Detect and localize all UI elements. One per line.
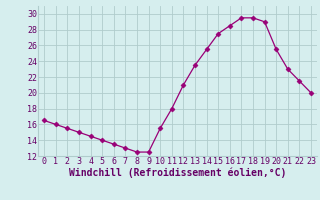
X-axis label: Windchill (Refroidissement éolien,°C): Windchill (Refroidissement éolien,°C) [69, 168, 286, 178]
